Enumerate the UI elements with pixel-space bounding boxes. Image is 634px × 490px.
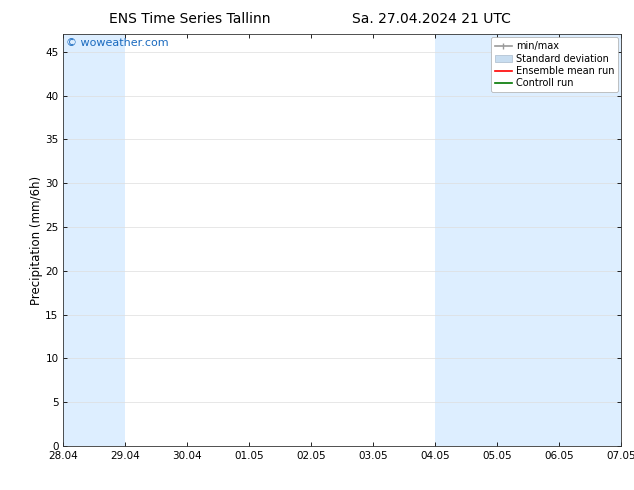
Bar [436, 34, 497, 446]
Text: Sa. 27.04.2024 21 UTC: Sa. 27.04.2024 21 UTC [352, 12, 510, 26]
Bar [63, 34, 126, 446]
Text: ENS Time Series Tallinn: ENS Time Series Tallinn [110, 12, 271, 26]
Bar [497, 34, 559, 446]
Legend: min/max, Standard deviation, Ensemble mean run, Controll run: min/max, Standard deviation, Ensemble me… [491, 37, 618, 92]
Text: © woweather.com: © woweather.com [66, 38, 169, 49]
Bar [559, 34, 621, 446]
Y-axis label: Precipitation (mm/6h): Precipitation (mm/6h) [30, 175, 42, 305]
